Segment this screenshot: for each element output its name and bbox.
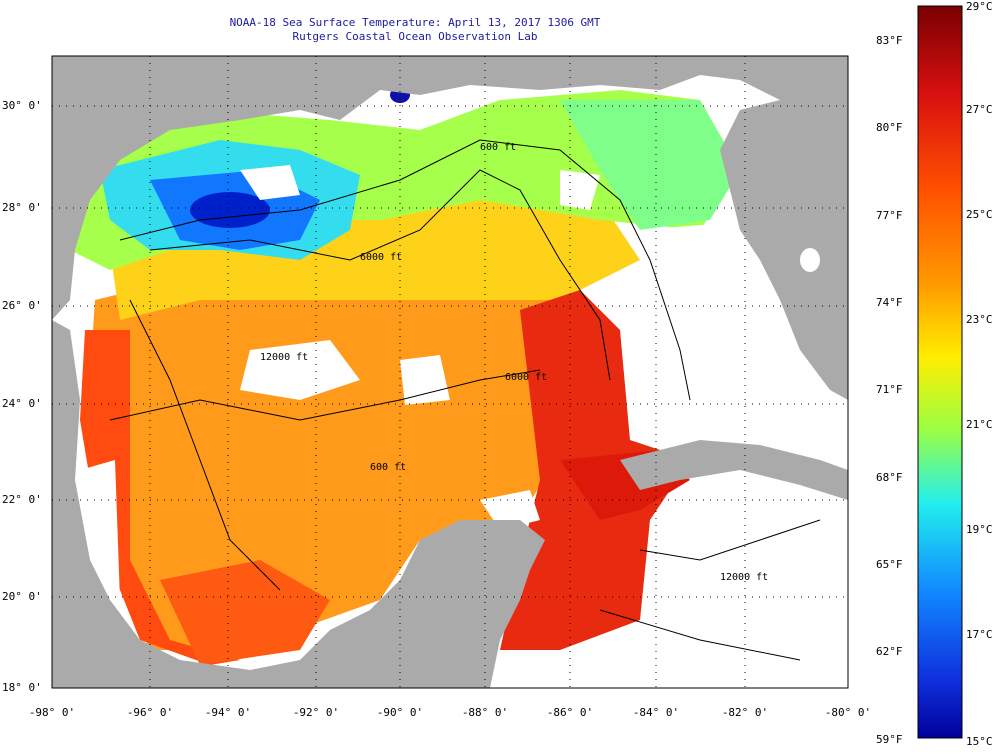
colorbar-c-label: 27°C [966,103,993,116]
lon-label: -92° 0' [292,706,340,719]
contour-label: 600 ft [480,142,516,153]
colorbar-f-label: 74°F [876,296,903,309]
yellow-central-band [110,180,640,320]
colorbar-c-label: 19°C [966,523,993,536]
cloud-patch [240,165,300,200]
contour-label: 6000 ft [360,252,402,263]
red-coastal-band [80,330,240,665]
lon-label: -90° 0' [376,706,424,719]
lon-label: -94° 0' [204,706,252,719]
lat-label: 22° 0' [2,493,42,506]
colorbar-f-label: 68°F [876,471,903,484]
lon-label: -88° 0' [461,706,509,719]
land-yucatan [410,520,545,640]
colorbar-f-label: 71°F [876,383,903,396]
lat-label: 24° 0' [2,397,42,410]
land-florida [720,56,848,400]
colorbar-c-label: 21°C [966,418,993,431]
colorbar-f-label: 83°F [876,34,903,47]
map-frame [51,55,849,689]
bathymetry-contours [109,139,821,661]
contour-label: 12000 ft [720,572,768,583]
lon-label: -82° 0' [721,706,769,719]
colorbar-f-label: 80°F [876,121,903,134]
lon-label: -80° 0' [824,706,872,719]
map-title: NOAA-18 Sea Surface Temperature: April 1… [229,16,601,29]
land-us-gulf-coast [52,56,780,320]
lat-label: 20° 0' [2,590,42,603]
graticule [52,56,848,688]
colorbar-c-label: 23°C [966,313,993,326]
lat-label: 18° 0' [2,681,42,694]
temperature-colorbar [917,5,963,739]
lon-label: -96° 0' [126,706,174,719]
lon-label: -86° 0' [546,706,594,719]
contour-label: 600 ft [370,462,406,473]
colorbar-f-label: 59°F [876,733,903,746]
colorbar-c-label: 29°C [966,0,993,13]
lake-okeechobee [800,248,820,272]
lat-label: 28° 0' [2,201,42,214]
colorbar-f-label: 62°F [876,645,903,658]
map-subtitle: Rutgers Coastal Ocean Observation Lab [292,30,538,43]
colorbar-c-label: 15°C [966,735,993,748]
lon-label: -98° 0' [28,706,76,719]
lon-label: -84° 0' [632,706,680,719]
land-cuba [620,440,848,500]
colorbar-c-label: 17°C [966,628,993,641]
lat-label: 30° 0' [2,99,42,112]
warm-water-region [85,230,600,650]
colorbar-f-label: 77°F [876,209,903,222]
lat-label: 26° 0' [2,299,42,312]
colorbar-c-label: 25°C [966,208,993,221]
colorbar-f-label: 65°F [876,558,903,571]
contour-label: 12000 ft [260,352,308,363]
contour-label: 6000 ft [505,372,547,383]
